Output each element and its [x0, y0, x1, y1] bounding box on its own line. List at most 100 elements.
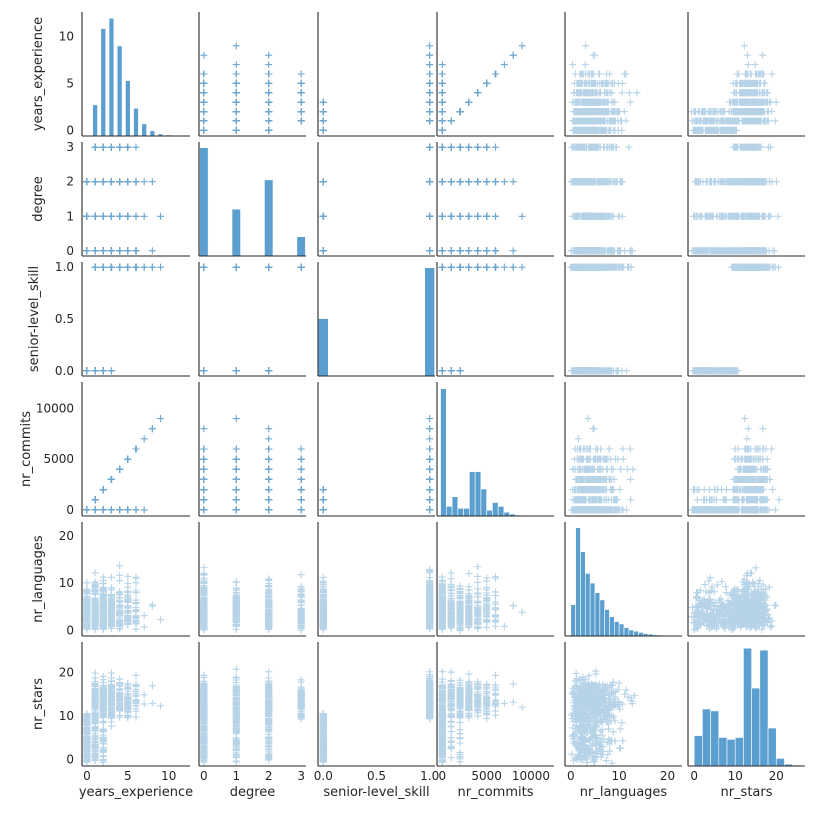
panel-r0-c0 [82, 12, 190, 136]
scatter-point [439, 117, 446, 124]
scatter-point [298, 108, 305, 115]
scatter-point [474, 89, 481, 96]
scatter-point [448, 117, 455, 124]
scatter-point [634, 89, 641, 96]
panel-r0-c1 [199, 12, 306, 136]
scatter-point [465, 99, 472, 106]
hist-bar [150, 131, 155, 136]
hist-bar [101, 29, 106, 136]
scatter-point [439, 61, 446, 68]
scatter-point [772, 117, 779, 124]
scatter-point [426, 89, 433, 96]
scatter-point [426, 42, 433, 49]
scatter-point [298, 80, 305, 87]
scatter-point [734, 71, 741, 78]
scatter-point [439, 71, 446, 78]
scatter-point [233, 108, 240, 115]
scatter-point [492, 71, 499, 78]
scatter-points [200, 42, 304, 134]
scatter-point [265, 61, 272, 68]
scatter-point [200, 89, 207, 96]
hist-bar [134, 108, 139, 136]
hist-bar [125, 81, 130, 136]
scatter-point [200, 71, 207, 78]
scatter-point [233, 127, 240, 134]
panel-r0-c5 [688, 12, 805, 136]
scatter-point [233, 99, 240, 106]
scatter-point [773, 99, 780, 106]
scatter-point [752, 61, 759, 68]
scatter-point [265, 127, 272, 134]
scatter-point [200, 117, 207, 124]
scatter-point [769, 71, 776, 78]
scatter-point [320, 117, 327, 124]
scatter-point [265, 52, 272, 59]
scatter-point [265, 117, 272, 124]
scatter-point [426, 108, 433, 115]
scatter-points [688, 42, 779, 134]
scatter-point [200, 80, 207, 87]
panel-grid: 0510years_experience0123degree0.00.51.0s… [19, 12, 805, 800]
scatter-point [439, 99, 446, 106]
scatter-point [265, 108, 272, 115]
scatter-point [200, 108, 207, 115]
scatter-point [426, 52, 433, 59]
scatter-point [320, 108, 327, 115]
scatter-point [298, 71, 305, 78]
scatter-point [596, 71, 603, 78]
scatter-points [569, 42, 640, 134]
scatter-point [265, 71, 272, 78]
scatter-point [200, 127, 207, 134]
hist-bar [109, 18, 114, 136]
scatter-points [439, 42, 526, 134]
scatter-point [483, 80, 490, 87]
scatter-point [611, 99, 618, 106]
scatter-point [439, 127, 446, 134]
scatter-point [744, 52, 751, 59]
panel-r0-c3 [437, 12, 554, 136]
scatter-point [298, 99, 305, 106]
scatter-point [298, 117, 305, 124]
scatter-point [621, 71, 628, 78]
scatter-point [426, 61, 433, 68]
scatter-point [439, 108, 446, 115]
scatter-point [582, 61, 589, 68]
scatter-point [619, 89, 626, 96]
scatter-point [439, 80, 446, 87]
scatter-point [320, 99, 327, 106]
scatter-point [626, 89, 633, 96]
scatter-point [233, 61, 240, 68]
scatter-point [582, 42, 589, 49]
scatter-point [759, 52, 766, 59]
scatter-point [233, 80, 240, 87]
scatter-point [265, 80, 272, 87]
hist-bar [142, 124, 147, 136]
hist-bar [117, 46, 122, 136]
scatter-point [426, 71, 433, 78]
scatter-point [627, 99, 634, 106]
scatter-point [426, 117, 433, 124]
scatter-points [320, 42, 433, 134]
scatter-point [233, 71, 240, 78]
scatter-point [233, 117, 240, 124]
panel-r0-c4 [565, 12, 682, 136]
scatter-point [591, 52, 598, 59]
scatter-point [426, 99, 433, 106]
scatter-point [615, 127, 622, 134]
panel-r0-c2 [318, 12, 435, 136]
scatter-point [200, 99, 207, 106]
scatter-point [233, 42, 240, 49]
scatter-point [200, 52, 207, 59]
scatter-point [439, 89, 446, 96]
scatter-point [622, 117, 629, 124]
scatter-point [457, 108, 464, 115]
scatter-point [768, 108, 775, 115]
scatter-point [603, 71, 610, 78]
pairplot-figure: 0510years_experience0123degree0.00.51.0s… [0, 0, 822, 822]
scatter-point [519, 42, 526, 49]
scatter-point [741, 42, 748, 49]
scatter-point [426, 80, 433, 87]
scatter-point [265, 99, 272, 106]
scatter-point [569, 61, 576, 68]
scatter-point [233, 89, 240, 96]
